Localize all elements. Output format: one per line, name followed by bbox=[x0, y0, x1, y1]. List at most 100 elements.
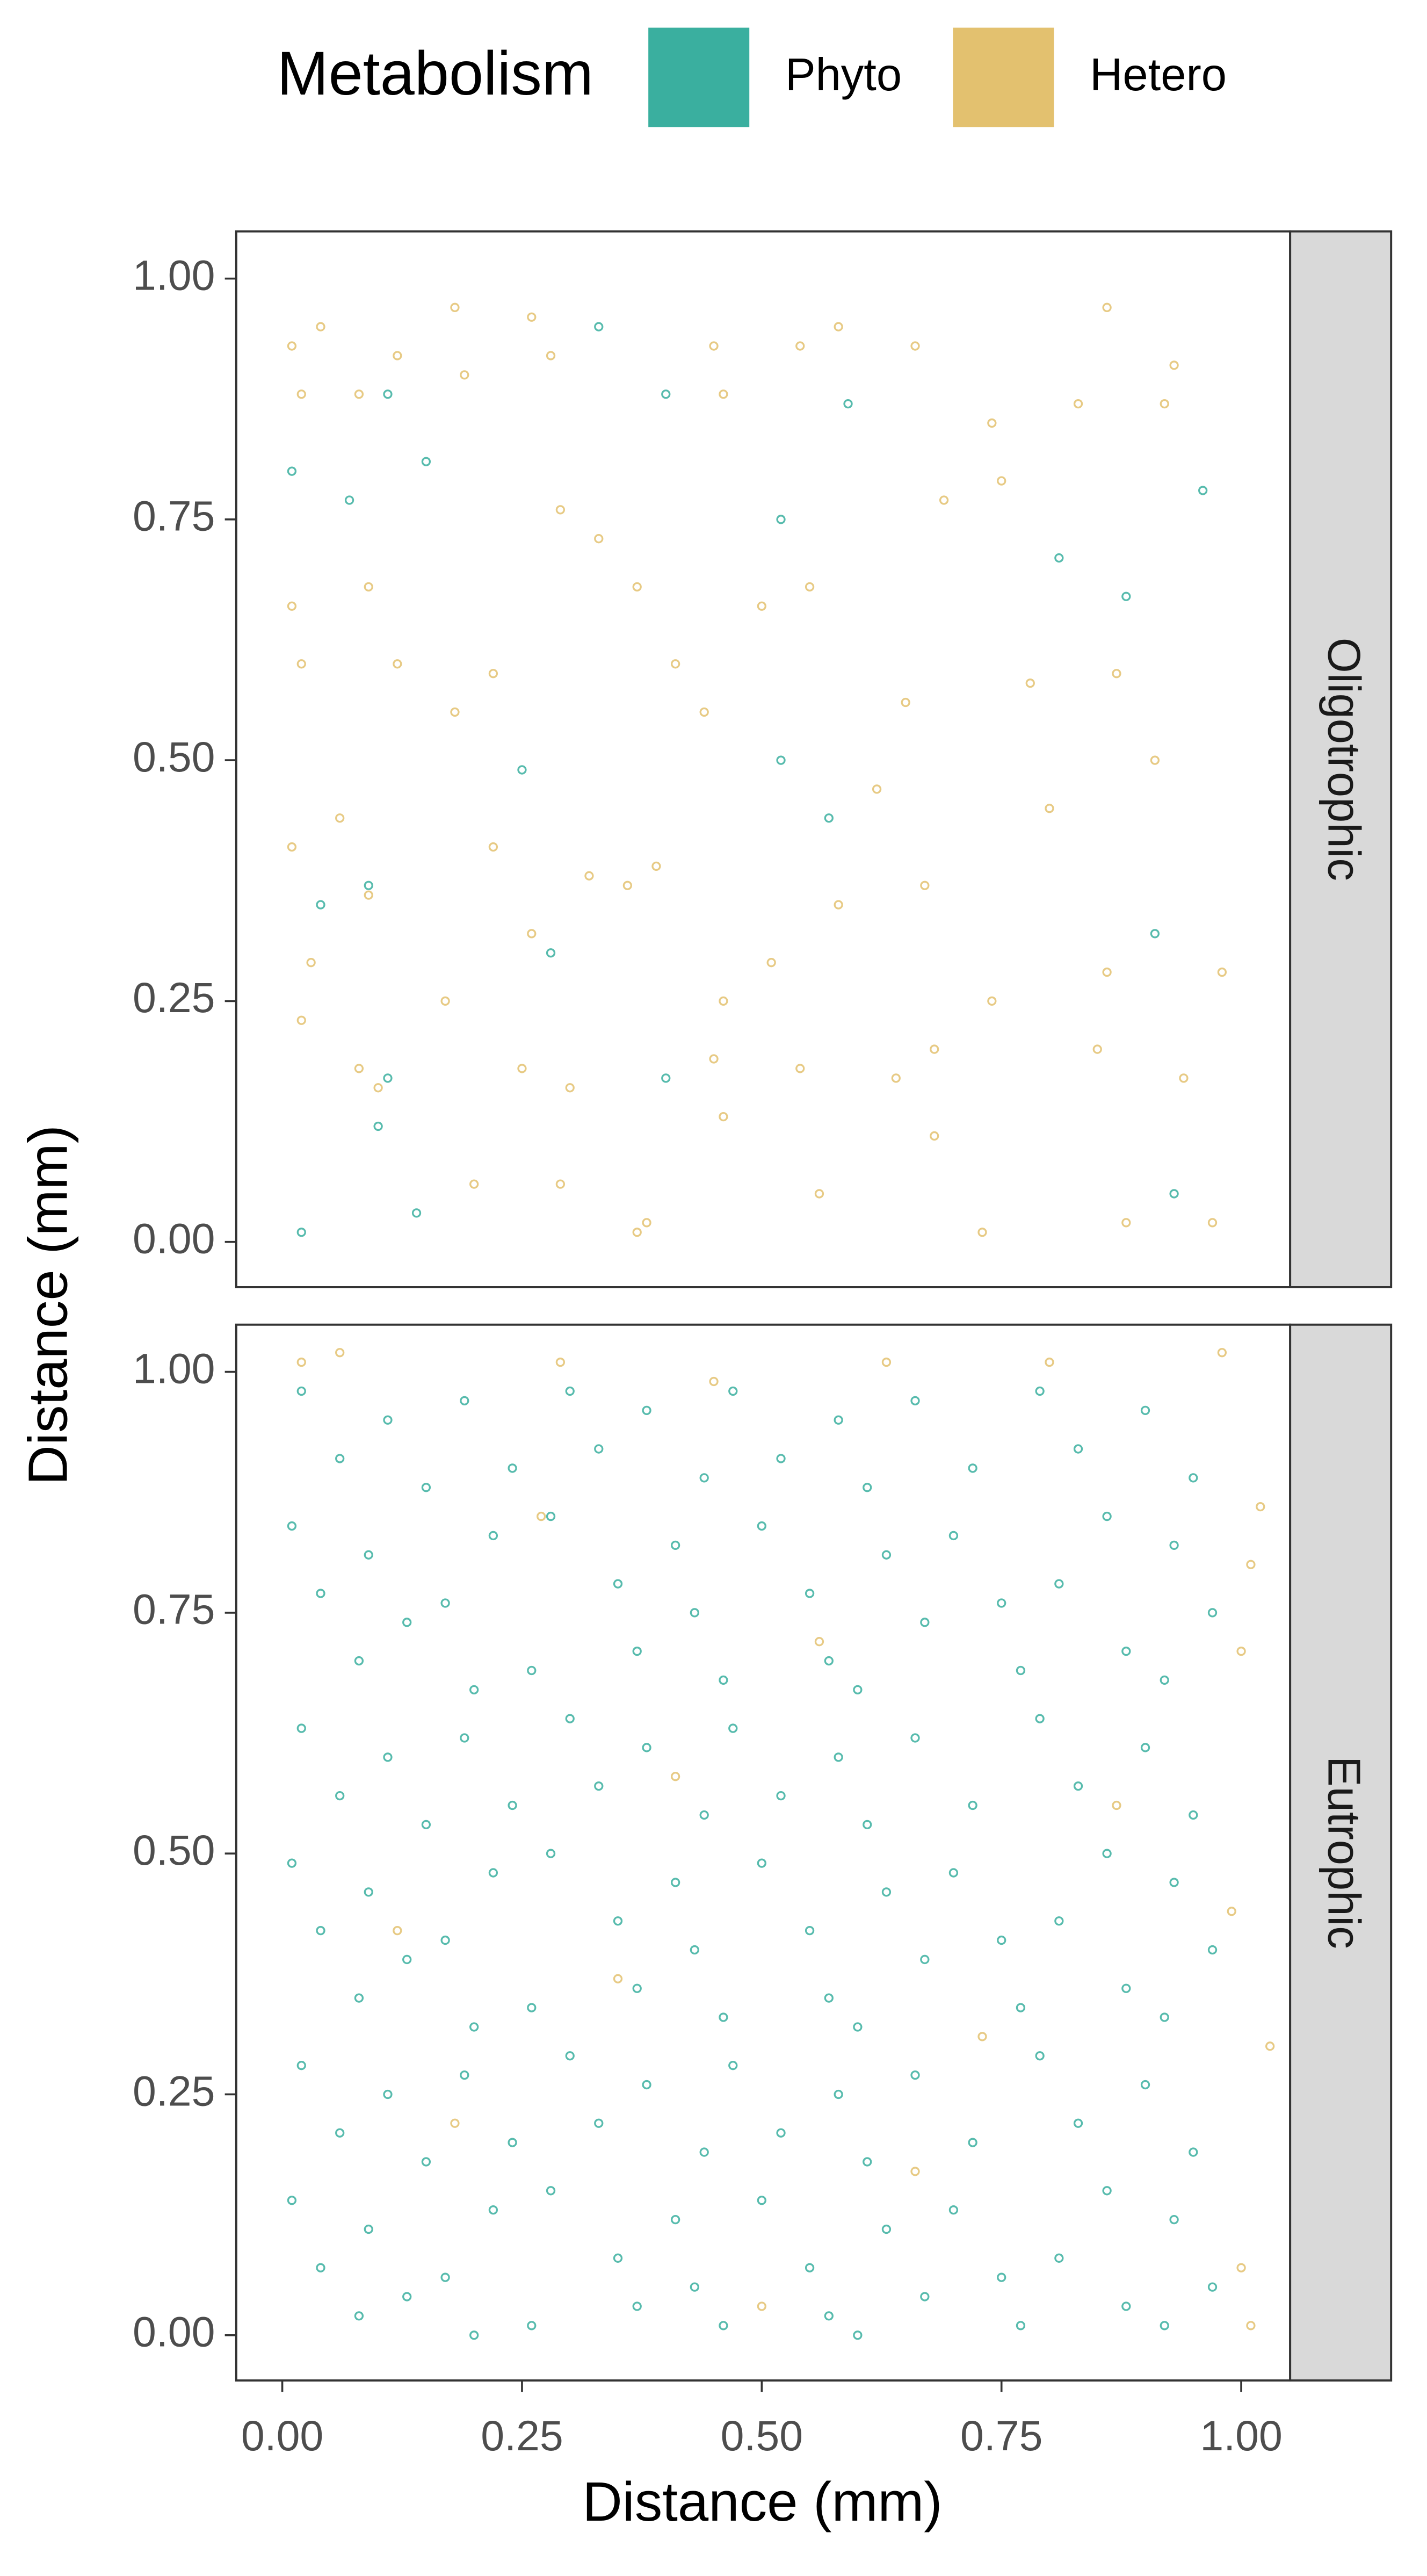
x-axis-label: Distance (mm) bbox=[582, 2471, 942, 2532]
point bbox=[1102, 1849, 1112, 1858]
point bbox=[1160, 2012, 1169, 2022]
point bbox=[1207, 1945, 1218, 1955]
point bbox=[632, 1228, 642, 1237]
point bbox=[1265, 2041, 1275, 2051]
point bbox=[1045, 1358, 1054, 1367]
point bbox=[421, 457, 431, 466]
x-tick-label: 0.50 bbox=[721, 2412, 803, 2459]
y-tick-label: 0.50 bbox=[133, 1827, 215, 1874]
y-tick-label: 1.00 bbox=[133, 1345, 215, 1392]
y-tick-label: 0.50 bbox=[133, 733, 215, 781]
point bbox=[920, 2292, 930, 2301]
point bbox=[709, 1054, 719, 1064]
point bbox=[872, 784, 882, 794]
point bbox=[766, 958, 776, 968]
point bbox=[1016, 2003, 1026, 2012]
point bbox=[306, 958, 316, 968]
point bbox=[335, 1348, 345, 1358]
point bbox=[709, 341, 719, 351]
point bbox=[977, 1228, 987, 1237]
legend-title: Metabolism bbox=[277, 39, 593, 108]
point bbox=[613, 1916, 623, 1926]
point bbox=[1207, 2282, 1218, 2292]
panel-background bbox=[236, 231, 1291, 1287]
point bbox=[968, 2138, 977, 2147]
point bbox=[469, 2330, 479, 2340]
point bbox=[632, 1983, 642, 1993]
point bbox=[287, 842, 297, 852]
point bbox=[594, 1781, 604, 1791]
facet-label: Oligotrophic bbox=[1319, 638, 1370, 881]
point bbox=[335, 2128, 345, 2138]
point bbox=[1102, 967, 1112, 977]
point bbox=[316, 2263, 325, 2272]
point bbox=[1112, 1800, 1121, 1810]
point bbox=[1207, 1218, 1218, 1228]
point bbox=[719, 2012, 728, 2022]
point bbox=[1198, 486, 1208, 495]
point bbox=[834, 322, 843, 331]
point bbox=[296, 1015, 306, 1025]
point bbox=[546, 948, 556, 958]
point bbox=[920, 1618, 930, 1627]
point bbox=[824, 813, 834, 823]
point bbox=[565, 1083, 575, 1093]
point bbox=[1160, 399, 1169, 409]
point bbox=[316, 900, 325, 910]
x-tick-label: 0.25 bbox=[481, 2412, 563, 2459]
point bbox=[805, 2263, 815, 2272]
point bbox=[881, 1887, 892, 1897]
point bbox=[670, 1540, 680, 1550]
y-tick-label: 1.00 bbox=[133, 251, 215, 299]
point bbox=[1256, 1502, 1265, 1512]
point bbox=[488, 1531, 498, 1541]
point bbox=[613, 1579, 623, 1589]
point bbox=[527, 312, 537, 322]
point bbox=[1169, 2214, 1179, 2225]
point bbox=[364, 890, 373, 900]
point bbox=[699, 707, 709, 717]
point bbox=[344, 495, 354, 505]
point bbox=[987, 418, 997, 428]
point bbox=[1189, 2147, 1198, 2157]
point bbox=[450, 302, 460, 312]
point bbox=[939, 495, 949, 505]
point bbox=[460, 370, 469, 380]
point bbox=[814, 1637, 824, 1647]
point bbox=[440, 1598, 450, 1608]
point bbox=[364, 1550, 373, 1560]
point bbox=[1236, 1646, 1246, 1656]
point bbox=[1189, 1810, 1198, 1820]
point bbox=[757, 1858, 766, 1868]
point bbox=[383, 1752, 393, 1762]
y-tick-label: 0.25 bbox=[133, 974, 215, 1021]
point bbox=[411, 1208, 422, 1218]
point bbox=[1073, 2118, 1083, 2128]
point bbox=[881, 1550, 892, 1560]
point bbox=[584, 871, 594, 881]
point bbox=[997, 2272, 1006, 2282]
point bbox=[594, 322, 604, 331]
point bbox=[1227, 1907, 1236, 1916]
point bbox=[450, 2118, 460, 2128]
point bbox=[393, 659, 402, 669]
point bbox=[296, 389, 306, 399]
point bbox=[661, 1073, 671, 1083]
point bbox=[316, 1925, 325, 1936]
point bbox=[824, 2311, 834, 2321]
point bbox=[565, 1386, 575, 1396]
point bbox=[287, 466, 297, 476]
point bbox=[335, 813, 345, 823]
point bbox=[948, 1531, 959, 1541]
point bbox=[642, 1743, 651, 1752]
point bbox=[287, 1858, 297, 1868]
point bbox=[1102, 1511, 1112, 1521]
legend-label: Hetero bbox=[1090, 49, 1227, 100]
legend-swatch bbox=[953, 27, 1054, 127]
point bbox=[1189, 1473, 1198, 1483]
point bbox=[699, 1473, 709, 1483]
point bbox=[642, 2080, 651, 2090]
point bbox=[728, 1386, 738, 1396]
point bbox=[469, 1179, 479, 1189]
